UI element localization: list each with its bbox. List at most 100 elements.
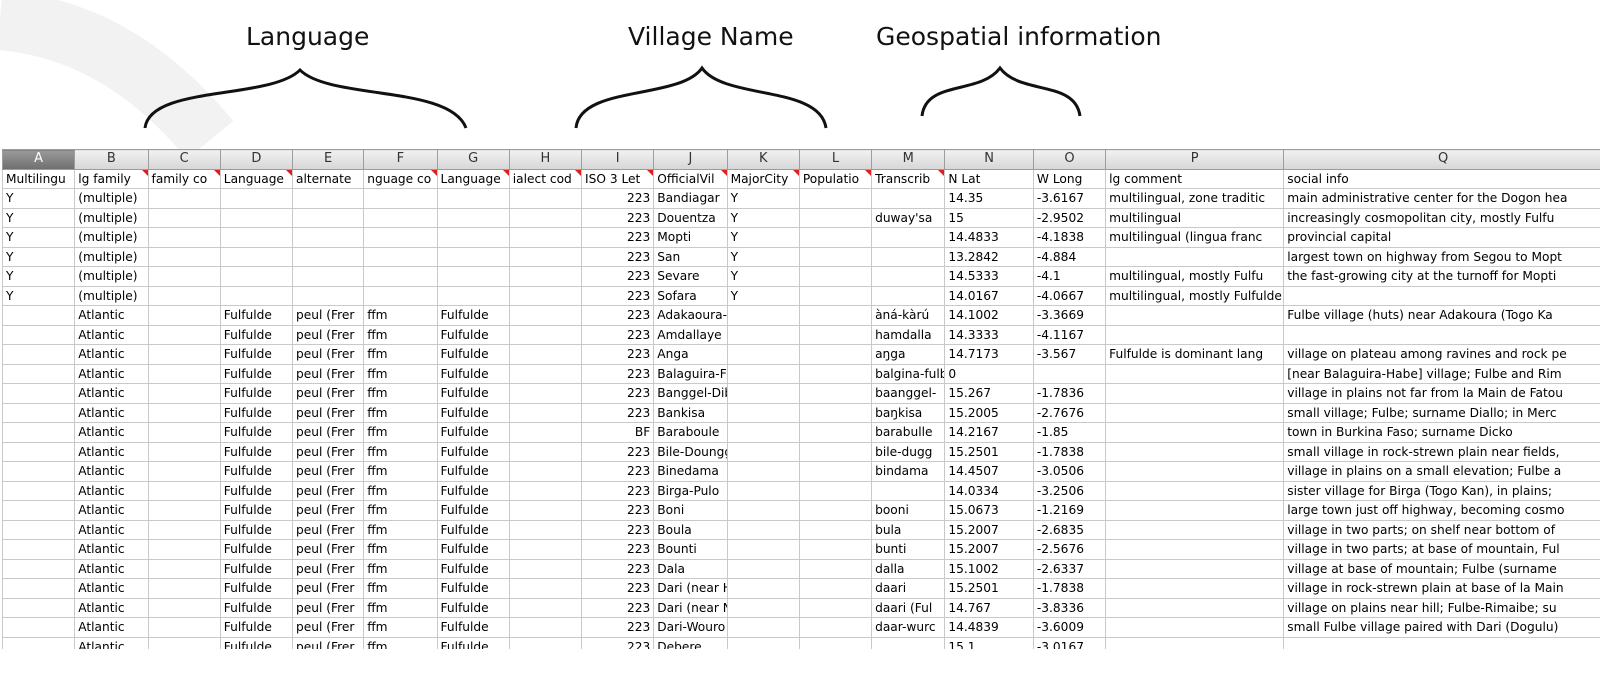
column-header-j[interactable]: J (653, 149, 728, 170)
table-cell[interactable]: 0 (944, 363, 1034, 384)
table-cell[interactable]: Fulfulde (219, 636, 294, 649)
field-header-cell[interactable]: Multilingu (2, 168, 76, 189)
table-cell[interactable] (1105, 539, 1285, 560)
table-cell[interactable]: 223 (581, 207, 655, 228)
table-cell[interactable] (798, 207, 873, 228)
table-cell[interactable]: 223 (581, 597, 655, 618)
table-cell[interactable]: Fulfulde (219, 558, 294, 579)
table-cell[interactable]: ffm (363, 422, 438, 443)
table-cell[interactable]: 15.1002 (944, 558, 1034, 579)
table-cell[interactable] (1032, 363, 1107, 384)
table-cell[interactable] (508, 636, 583, 649)
table-cell[interactable]: ffm (363, 500, 438, 521)
table-cell[interactable]: 223 (581, 539, 655, 560)
table-cell[interactable]: Fulfulde (436, 558, 510, 579)
column-header-f[interactable]: F (363, 149, 438, 170)
table-cell[interactable] (147, 207, 221, 228)
table-cell[interactable]: provincial capital (1283, 227, 1600, 248)
table-cell[interactable] (292, 227, 365, 248)
table-cell[interactable]: Y (2, 246, 76, 267)
table-cell[interactable]: the fast-growing city at the turnoff for… (1283, 266, 1600, 287)
table-cell[interactable] (1283, 285, 1600, 306)
table-cell[interactable]: Bandiagar (653, 188, 728, 209)
table-cell[interactable]: daar-wurc (871, 617, 946, 638)
table-cell[interactable]: Atlantic (74, 363, 149, 384)
table-cell[interactable]: bindama (871, 461, 946, 482)
table-cell[interactable] (871, 188, 946, 209)
table-cell[interactable]: Fulfulde (219, 363, 294, 384)
table-cell[interactable]: -3.567 (1032, 344, 1107, 365)
table-cell[interactable]: small village in rock-strewn plain near … (1283, 441, 1600, 462)
table-cell[interactable] (798, 597, 873, 618)
table-cell[interactable] (147, 578, 221, 599)
table-cell[interactable] (436, 188, 510, 209)
table-cell[interactable]: daari (871, 578, 946, 599)
table-cell[interactable]: Fulfulde (436, 461, 510, 482)
table-cell[interactable]: -1.7838 (1032, 578, 1107, 599)
column-header-d[interactable]: D (219, 149, 294, 170)
table-cell[interactable] (726, 422, 800, 443)
table-cell[interactable]: duway'sa (871, 207, 946, 228)
table-cell[interactable]: BF (581, 422, 655, 443)
table-cell[interactable] (798, 636, 873, 649)
table-cell[interactable]: 14.4839 (944, 617, 1034, 638)
table-cell[interactable]: 223 (581, 519, 655, 540)
table-cell[interactable]: -4.1 (1032, 266, 1107, 287)
table-cell[interactable]: Atlantic (74, 519, 149, 540)
table-cell[interactable]: Atlantic (74, 558, 149, 579)
table-cell[interactable]: peul (Frer (292, 597, 365, 618)
table-cell[interactable] (508, 578, 583, 599)
table-cell[interactable]: Atlantic (74, 539, 149, 560)
table-cell[interactable]: town in Burkina Faso; surname Dicko (1283, 422, 1600, 443)
table-cell[interactable]: Atlantic (74, 480, 149, 501)
table-cell[interactable] (508, 344, 583, 365)
table-cell[interactable] (2, 636, 76, 649)
table-cell[interactable]: multilingual (lingua franc (1105, 227, 1285, 248)
table-cell[interactable]: Fulfulde (436, 578, 510, 599)
table-cell[interactable]: Atlantic (74, 324, 149, 345)
table-cell[interactable]: multilingual, zone traditic (1105, 188, 1285, 209)
table-cell[interactable]: ffm (363, 324, 438, 345)
table-cell[interactable]: Atlantic (74, 383, 149, 404)
table-cell[interactable] (147, 246, 221, 267)
table-cell[interactable]: peul (Frer (292, 383, 365, 404)
table-cell[interactable]: (multiple) (74, 207, 149, 228)
table-cell[interactable]: large town just off highway, becoming co… (1283, 500, 1600, 521)
table-cell[interactable]: Fulfulde (436, 422, 510, 443)
table-cell[interactable] (147, 188, 221, 209)
table-cell[interactable] (436, 207, 510, 228)
table-cell[interactable] (726, 383, 800, 404)
column-header-k[interactable]: K (726, 149, 800, 170)
table-cell[interactable] (508, 305, 583, 326)
table-cell[interactable] (871, 636, 946, 649)
table-cell[interactable]: Boula (653, 519, 728, 540)
table-cell[interactable]: 14.35 (944, 188, 1034, 209)
table-cell[interactable]: 223 (581, 480, 655, 501)
table-cell[interactable]: Sevare (653, 266, 728, 287)
table-cell[interactable]: Fulfulde (436, 617, 510, 638)
table-cell[interactable]: 14.7173 (944, 344, 1034, 365)
table-cell[interactable]: Fulfulde is dominant lang (1105, 344, 1285, 365)
table-cell[interactable]: aŋga (871, 344, 946, 365)
table-cell[interactable] (363, 207, 438, 228)
table-cell[interactable]: 223 (581, 227, 655, 248)
table-cell[interactable] (363, 246, 438, 267)
table-cell[interactable]: Fulfulde (219, 422, 294, 443)
table-cell[interactable]: (multiple) (74, 246, 149, 267)
table-cell[interactable] (726, 539, 800, 560)
table-cell[interactable]: ffm (363, 636, 438, 649)
table-cell[interactable]: 15.2501 (944, 441, 1034, 462)
table-cell[interactable] (1105, 617, 1285, 638)
table-cell[interactable]: 14.5333 (944, 266, 1034, 287)
table-cell[interactable] (508, 422, 583, 443)
field-header-cell[interactable]: family co (147, 168, 221, 189)
table-cell[interactable] (219, 266, 294, 287)
table-cell[interactable]: 223 (581, 363, 655, 384)
table-cell[interactable]: Fulfulde (219, 344, 294, 365)
table-cell[interactable] (147, 636, 221, 649)
table-cell[interactable] (1105, 324, 1285, 345)
table-cell[interactable]: Atlantic (74, 617, 149, 638)
table-cell[interactable] (508, 519, 583, 540)
table-cell[interactable] (726, 402, 800, 423)
